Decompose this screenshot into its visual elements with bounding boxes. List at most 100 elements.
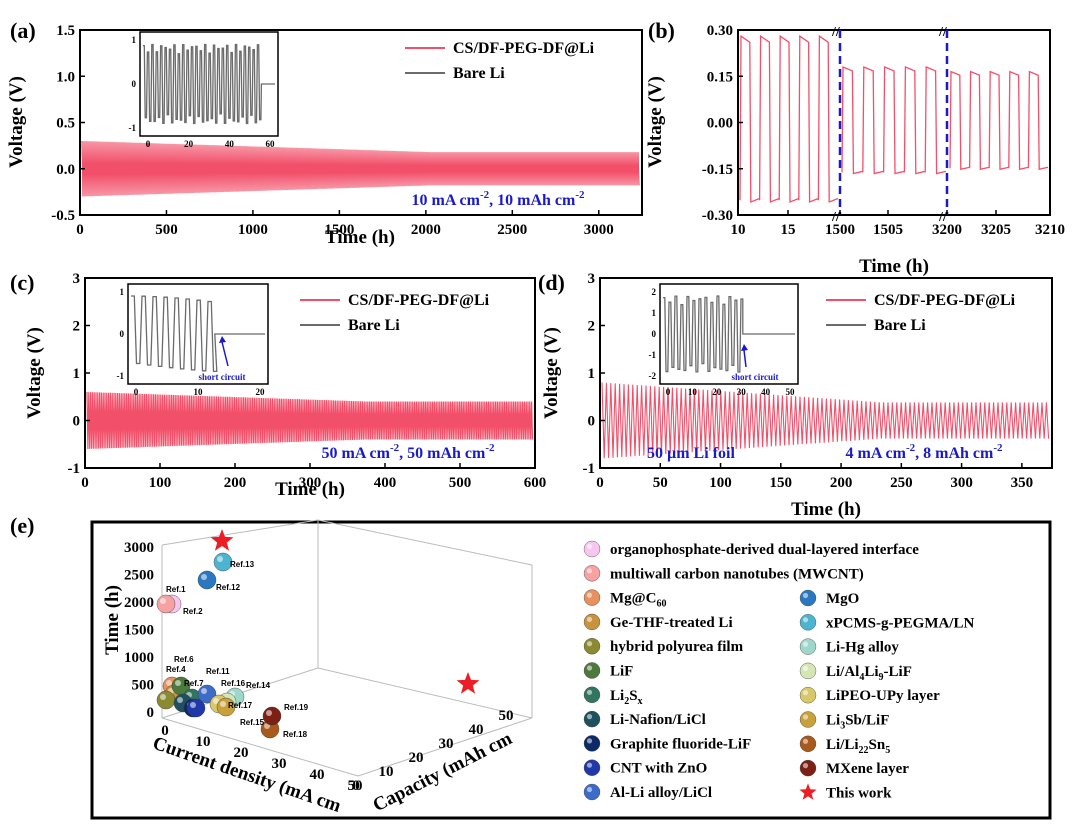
panel-c-ytick-label: -1 [68,461,81,477]
panel-e-legend-swatch [799,687,817,704]
legend-text-part: organophosphate-derived dual-layered int… [610,542,919,558]
panel-d-label: (d) [538,270,565,295]
panel-e-xtick-label: 20 [234,745,249,761]
panel-e-ytick-label: 50 [499,708,514,724]
legend-text-part: Li/Li [826,737,859,753]
panel-d-ytick-label: 3 [588,271,596,287]
panel-a-inset-xtick: 60 [266,139,276,149]
panel-a-xtick-label: 3000 [584,222,614,238]
panel-e-legend-swatch [799,638,817,655]
panel-d-xtick-label: 0 [596,475,604,491]
condition-part: 4 mA cm [846,445,907,462]
panel-c-series-cs [86,391,534,450]
condition-part: , 10 mAh cm [489,192,576,209]
panel-e-legend-label: hybrid polyurea film [610,639,744,655]
legend-text-part: 3 [840,721,845,732]
legend-text-part: Li [864,664,878,680]
panel-e-legend-highlight [802,665,809,672]
panel-e-legend-highlight [586,689,593,695]
panel-e-legend-swatch [799,711,817,728]
panel-d-inset-ytick: 2 [652,287,657,297]
legend-text-part: S [629,688,637,704]
panel-e-legend-highlight [802,641,809,647]
panel-e-frame [90,520,1052,820]
panel-d-xtick-label: 50 [653,475,668,491]
panel-a-ytick-label: 0.0 [56,162,75,178]
panel-d-inset-xtick: 0 [666,387,671,397]
panel-b-ytick-label: -0.15 [702,162,733,178]
panel-d-inset-xtick: 10 [688,387,698,397]
panel-e-grid-line [317,519,533,566]
panel-d-series-cs [601,382,1050,459]
panel-e-legend-swatch [583,759,601,776]
panel-d-inset-xtick: 50 [786,387,796,397]
panel-e-grid-line [357,717,533,777]
panel-d-condition: 4 mA cm-2, 8 mAh cm-2 [846,442,1003,462]
panel-c-xtick-label: 0 [81,475,89,491]
panel-e-ytick-label: 40 [469,722,484,738]
legend-text-part: Li-Nafion/LiCl [610,712,706,728]
panel-d-inset-ytick: -1 [649,350,657,360]
panel-e-ref-label: Ref.15 [240,718,265,727]
legend-text-part: Li [826,713,840,729]
legend-text-part: Li [610,688,624,704]
panel-c-inset-xtick: 0 [134,387,139,397]
panel-e-ref-label: Ref.18 [283,730,308,739]
panel-e-ytick-label: 10 [379,764,394,780]
panel-c-ytick-label: 3 [73,271,81,287]
panel-e-legend-label: Li-Hg alloy [826,640,899,656]
condition-part: -2 [575,189,585,201]
panel-c-inset-ytick: 0 [120,329,125,339]
panel-e-legend-highlight [586,714,593,720]
panel-c-xlabel: Time (h) [275,479,345,500]
legend-text-part: Graphite fluoride-LiF [610,736,751,752]
panel-e-legend-label: This work [826,785,892,801]
panel-d-inset-ytick: 1 [652,308,657,318]
panel-c-inset-xtick: 20 [256,387,266,397]
legend-text-part: 4 [859,672,864,683]
panel-e-legend-highlight [586,592,593,598]
panel-c-ytick-label: 2 [73,319,81,335]
panel-d-inset-xtick: 30 [737,387,747,397]
panel-e-legend-label: LiF [610,664,633,680]
panel-a-bare-legend-label: Bare Li [453,65,505,82]
panel-b-xtick-label: 3200 [932,222,962,238]
panel-b-break-mark: // [938,25,948,40]
panel-d-ytick-label: -1 [583,461,596,477]
panel-c-condition: 50 mA cm-2, 50 mAh cm-2 [322,442,495,462]
panel-c-ylabel: Voltage (V) [24,327,45,419]
panel-e-ztick-label: 2500 [124,568,154,584]
panel-c-ytick-label: 0 [73,414,81,430]
panel-d-xtick-label: 250 [890,475,913,491]
panel-e-legend-swatch [583,589,601,606]
panel-e-point-highlight [166,680,172,686]
panel-e-point-highlight [160,694,166,700]
panel-e-ytick-label: 30 [439,736,454,752]
legend-text-part: MXene layer [826,761,909,777]
panel-e-ref-label: Ref.17 [228,701,253,710]
panel-e-xtick-label: 0 [161,723,169,739]
panel-a-ytick-label: 1.0 [56,69,75,85]
panel-a-xlabel: Time (h) [325,227,395,248]
panel-e-legend-swatch [583,686,601,703]
panel-e-legend-swatch [583,710,601,728]
panel-b-ytick-label: -0.30 [702,208,733,224]
panel-e-legend-swatch [799,589,817,607]
panel-c-inset-ytick: -1 [117,371,125,381]
panel-e-grid-line [161,717,359,777]
panel-c-inset-xtick: 10 [194,387,204,397]
legend-text-part: Ge-THF-treated Li [610,615,733,631]
panel-e-legend-label: Li3Sb/LiF [826,713,889,732]
panel-e-legend-highlight [586,616,593,623]
panel-c-arrow [221,341,229,367]
panel-b-ytick-label: 0.15 [707,69,733,85]
panel-e-legend-label: LiPEO-UPy layer [826,688,940,704]
panel-e-legend-label: Li-Nafion/LiCl [610,712,706,728]
panel-e-legend-swatch [799,759,817,777]
legend-text-part: Sb/LiF [845,713,889,729]
panel-c-xtick-label: 100 [149,475,172,491]
panel-d-ytick-label: 0 [588,414,596,430]
panel-c-xtick-label: 600 [524,475,547,491]
legend-text-part: hybrid polyurea film [610,639,744,655]
panel-e-legend-swatch [583,735,601,752]
